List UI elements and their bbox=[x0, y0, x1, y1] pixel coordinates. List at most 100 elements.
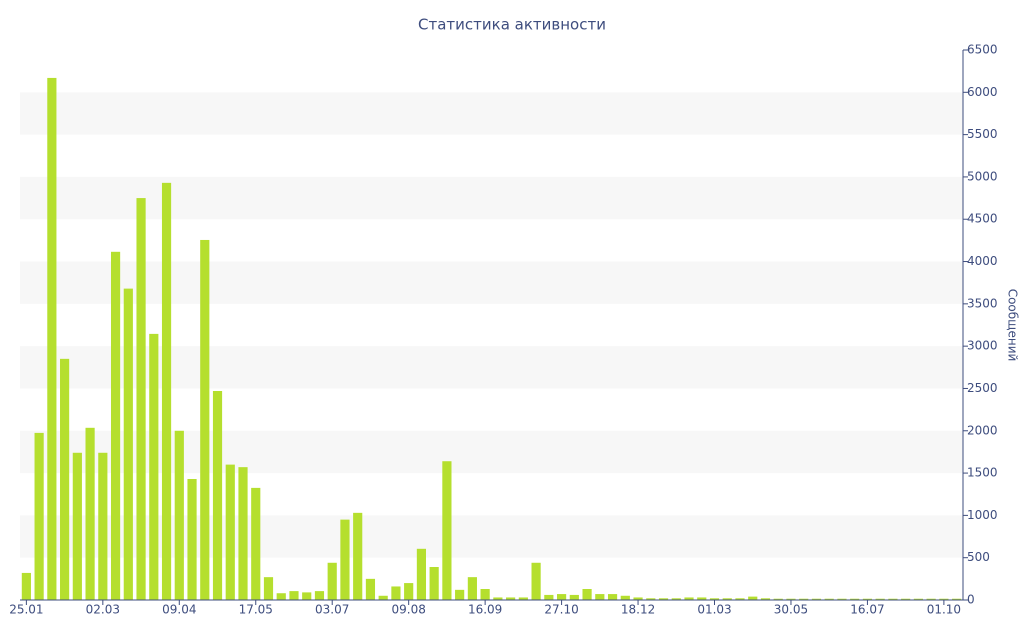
bar bbox=[888, 598, 898, 600]
y-tick-label: 5000 bbox=[967, 169, 998, 183]
bar bbox=[697, 597, 707, 600]
y-tick-label: 5500 bbox=[967, 127, 998, 141]
y-tick-label: 0 bbox=[967, 593, 975, 607]
bar bbox=[455, 589, 465, 600]
bar bbox=[149, 333, 159, 600]
bar bbox=[200, 239, 210, 600]
grid-band bbox=[20, 261, 963, 304]
bar bbox=[263, 577, 274, 600]
y-tick-label: 3500 bbox=[967, 296, 998, 310]
grid-band bbox=[20, 430, 963, 474]
y-tick-label: 6500 bbox=[967, 43, 998, 57]
bar bbox=[327, 562, 337, 600]
bar bbox=[110, 251, 121, 601]
x-tick-label: 16.07 bbox=[850, 603, 884, 617]
bar bbox=[939, 598, 949, 600]
bar bbox=[557, 594, 567, 600]
bar bbox=[544, 594, 554, 600]
bar bbox=[251, 487, 261, 600]
bar bbox=[174, 430, 184, 600]
bar bbox=[314, 591, 325, 600]
x-tick-label: 30.05 bbox=[774, 603, 808, 617]
bar bbox=[607, 594, 618, 600]
x-tick-label: 27.10 bbox=[544, 603, 578, 617]
bar bbox=[926, 598, 936, 600]
bar bbox=[136, 198, 146, 601]
x-tick-label: 16.09 bbox=[468, 603, 502, 617]
bar bbox=[786, 598, 796, 600]
x-tick-label: 25.01 bbox=[9, 603, 43, 617]
bar bbox=[442, 461, 452, 600]
grid-band bbox=[20, 346, 963, 389]
bar bbox=[378, 595, 388, 600]
x-tick-label: 02.03 bbox=[86, 603, 120, 617]
bar bbox=[302, 592, 312, 600]
bar bbox=[353, 512, 363, 600]
bar bbox=[518, 597, 528, 600]
y-tick-label: 3000 bbox=[967, 339, 998, 353]
bar bbox=[531, 562, 541, 600]
bar bbox=[212, 391, 223, 600]
y-tick-label: 2500 bbox=[967, 381, 998, 395]
bar bbox=[658, 598, 669, 600]
y-tick-label: 1500 bbox=[967, 466, 998, 480]
bar bbox=[98, 452, 108, 600]
bar bbox=[289, 591, 299, 600]
bar bbox=[161, 182, 172, 600]
x-tick-label: 18.12 bbox=[621, 603, 655, 617]
bar bbox=[722, 598, 732, 600]
bar bbox=[671, 598, 681, 600]
x-tick-label: 09.04 bbox=[162, 603, 196, 617]
bar bbox=[901, 598, 911, 600]
bar bbox=[952, 598, 962, 600]
y-tick-label: 4000 bbox=[967, 254, 998, 268]
bar bbox=[225, 464, 235, 600]
bar bbox=[748, 596, 758, 600]
bar bbox=[429, 567, 439, 600]
bar bbox=[799, 598, 809, 600]
bar bbox=[850, 598, 860, 600]
bar bbox=[276, 593, 286, 600]
bar bbox=[709, 598, 720, 600]
bar bbox=[480, 589, 490, 600]
x-tick-label: 01.10 bbox=[927, 603, 961, 617]
y-tick-label: 500 bbox=[967, 550, 990, 564]
bar bbox=[735, 598, 745, 600]
bar bbox=[595, 594, 605, 600]
bar bbox=[416, 548, 426, 600]
bar bbox=[123, 288, 133, 600]
bar bbox=[85, 427, 95, 600]
bar bbox=[72, 452, 82, 600]
y-axis-label: Сообщений bbox=[1006, 289, 1020, 362]
y-tick-label: 4500 bbox=[967, 212, 998, 226]
x-tick-label: 03.07 bbox=[315, 603, 349, 617]
bar bbox=[913, 598, 923, 600]
bar bbox=[21, 572, 31, 600]
bar bbox=[862, 598, 873, 600]
x-tick-label: 01.03 bbox=[697, 603, 731, 617]
bar bbox=[824, 598, 834, 600]
grid-band bbox=[20, 92, 963, 135]
bar bbox=[238, 467, 248, 600]
x-tick-label: 09.08 bbox=[391, 603, 425, 617]
bar bbox=[582, 589, 592, 600]
bar bbox=[391, 586, 401, 600]
bar bbox=[187, 479, 197, 600]
bar bbox=[760, 598, 771, 600]
bar bbox=[684, 597, 694, 600]
y-tick-label: 6000 bbox=[967, 85, 998, 99]
bar bbox=[365, 578, 376, 600]
x-tick-label: 17.05 bbox=[239, 603, 273, 617]
bar bbox=[646, 598, 656, 600]
y-tick-label: 2000 bbox=[967, 423, 998, 437]
bar bbox=[493, 597, 503, 600]
bar bbox=[773, 598, 783, 600]
bar bbox=[875, 598, 885, 600]
bar bbox=[569, 594, 579, 600]
bar bbox=[811, 598, 822, 600]
bar bbox=[404, 583, 414, 600]
bar bbox=[620, 595, 630, 600]
bar bbox=[47, 77, 57, 600]
bar bbox=[467, 577, 477, 600]
